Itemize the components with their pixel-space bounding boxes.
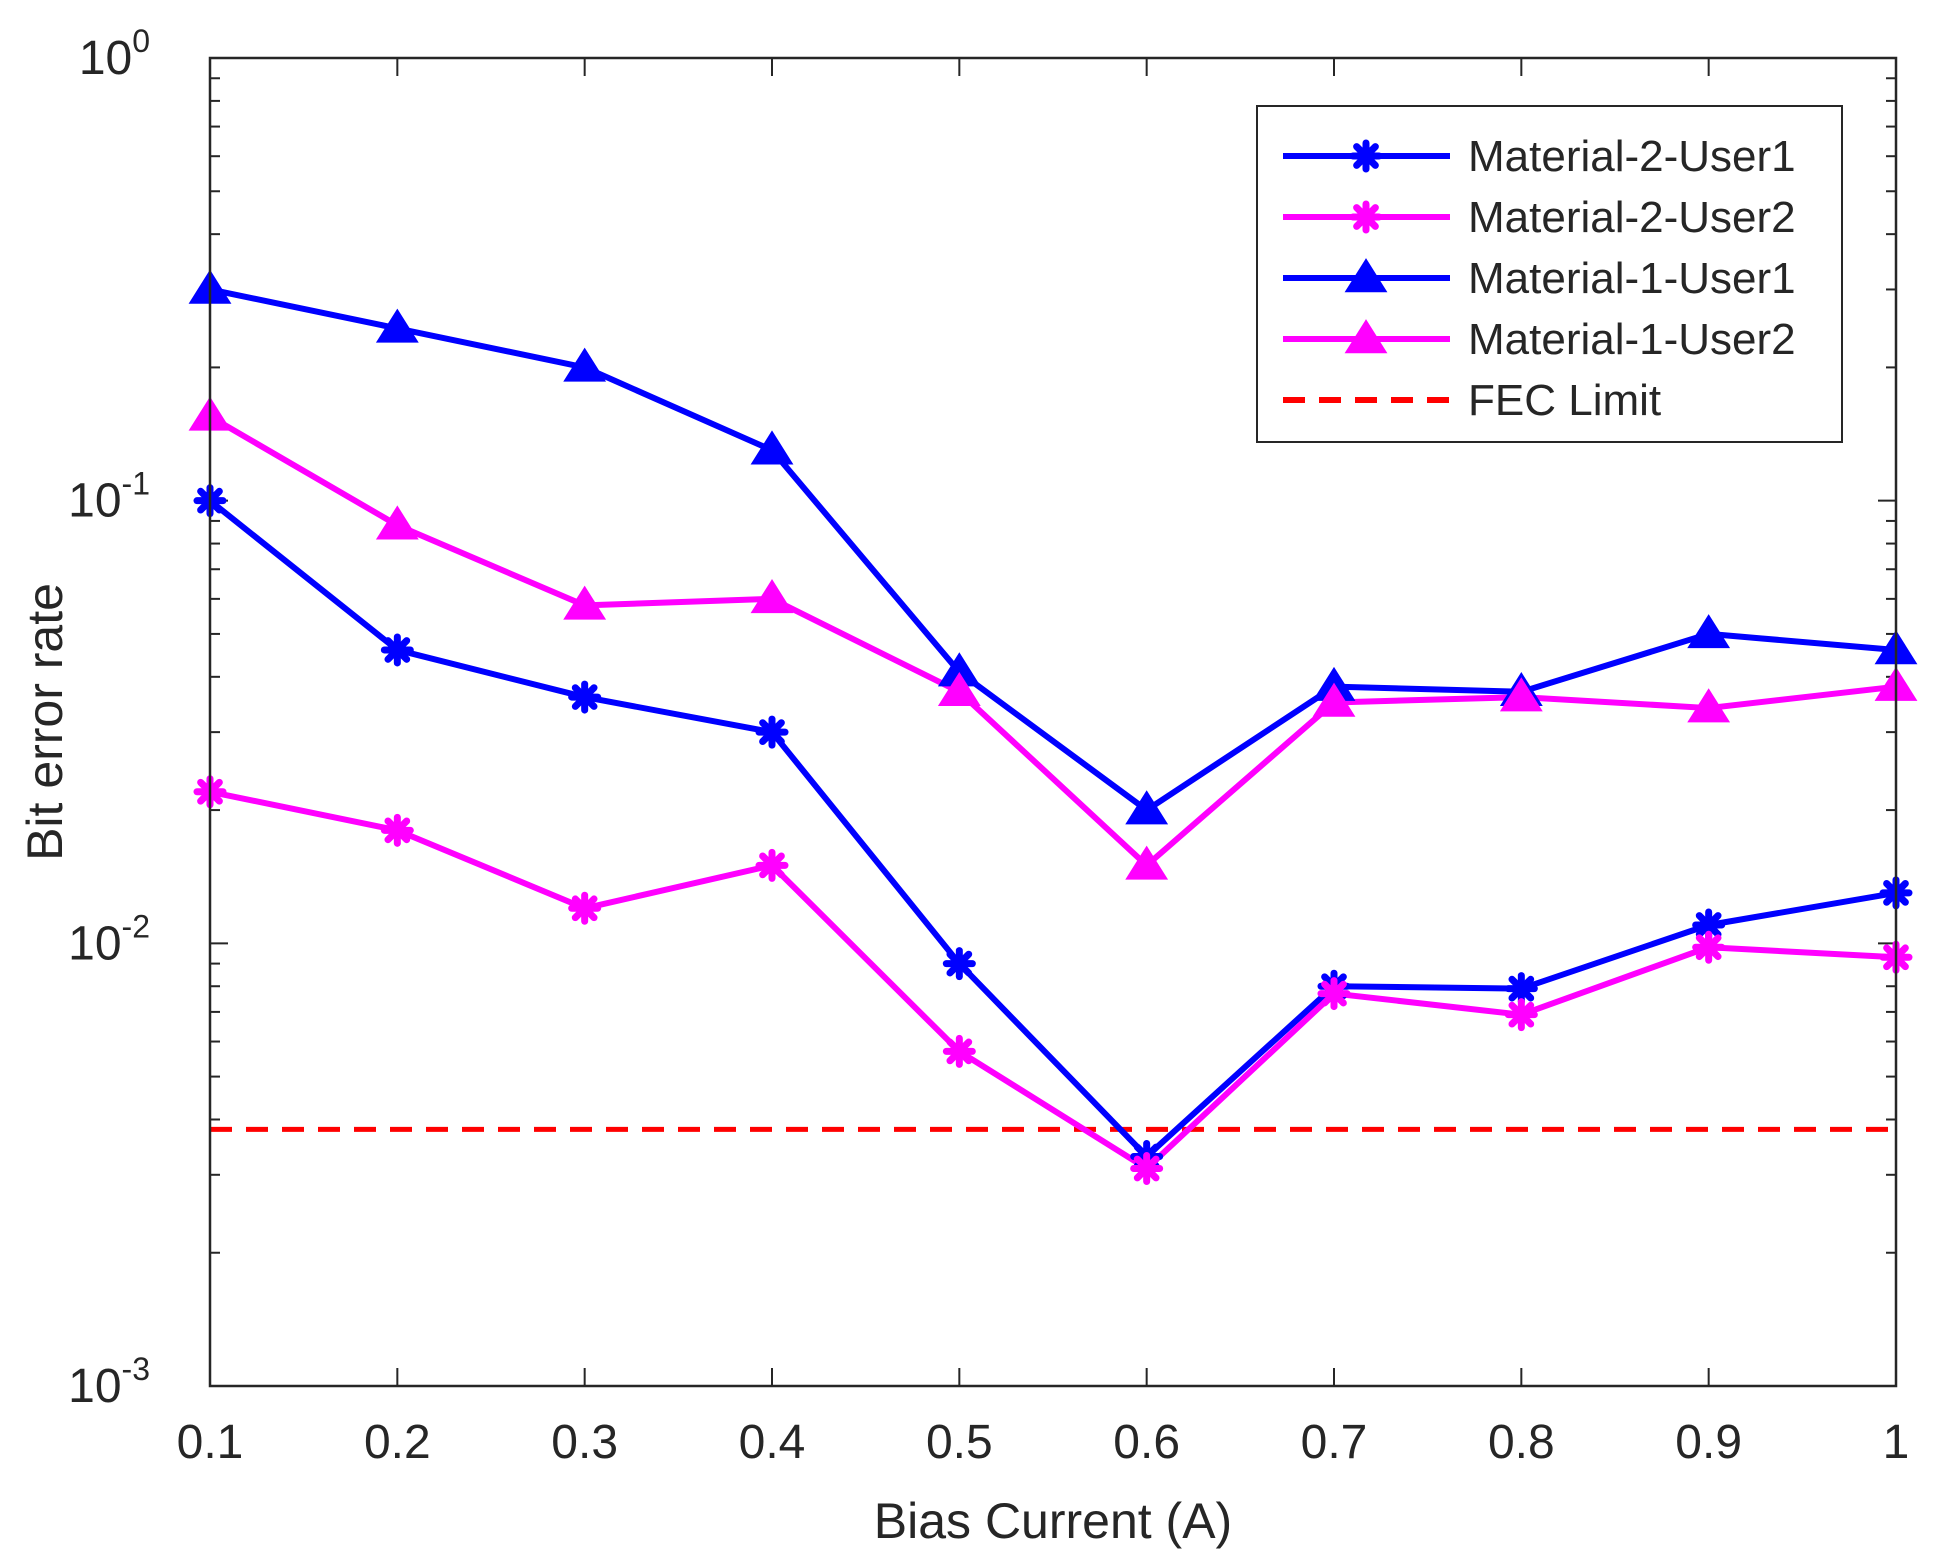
data-point-material-1-user2 (937, 671, 981, 707)
legend-label: Material-1-User2 (1468, 315, 1796, 364)
x-tick-label: 0.1 (177, 1416, 244, 1469)
y-tick-label: 10-2 (68, 908, 150, 970)
data-point-material-1-user2 (1687, 688, 1731, 723)
data-point-material-2-user1 (380, 633, 414, 667)
data-point-material-1-user2 (375, 505, 419, 540)
x-tick-label: 0.8 (1488, 1416, 1555, 1469)
series-line-material-2-user2 (209, 788, 1897, 1172)
x-tick-label: 0.9 (1675, 1416, 1742, 1469)
data-point-material-2-user1 (1692, 908, 1726, 942)
legend-marker (1344, 258, 1388, 293)
x-tick-label: 0.7 (1301, 1416, 1368, 1469)
legend-label: Material-2-User1 (1468, 132, 1796, 181)
data-point-material-1-user2 (750, 579, 794, 614)
legend-label: Material-1-User1 (1468, 254, 1796, 303)
marker-center (1701, 918, 1716, 933)
x-tick-label: 0.2 (364, 1416, 431, 1469)
legend-label: Material-2-User2 (1468, 193, 1796, 242)
data-point-material-2-user2 (1692, 930, 1726, 964)
data-point-material-2-user2 (942, 1034, 976, 1068)
data-point-material-1-user1 (563, 347, 607, 382)
marker-center (765, 858, 779, 873)
y-axis-title: Bit error rate (17, 583, 73, 861)
y-tick-label: 100 (79, 23, 150, 85)
data-point-material-2-user2 (1504, 998, 1538, 1032)
marker-center (1327, 986, 1341, 1001)
series-lines (208, 286, 1897, 1172)
data-point-material-1-user1 (1687, 614, 1731, 649)
data-point-material-2-user1 (755, 715, 789, 749)
x-tick-label: 0.4 (739, 1416, 806, 1469)
marker-center (952, 1044, 967, 1059)
marker-center (765, 725, 779, 740)
data-point-material-1-user1 (750, 430, 794, 465)
marker-center (952, 956, 967, 971)
y-tick-labels: 100 10-1 10-2 10-3 (68, 23, 150, 1413)
data-point-material-1-user2 (1499, 677, 1543, 712)
legend-marker (1349, 139, 1383, 173)
data-point-material-2-user1 (1504, 972, 1538, 1006)
data-point-material-2-user2 (755, 848, 789, 882)
marker-center (1701, 940, 1716, 955)
data-point-material-1-user2 (563, 585, 607, 620)
data-point-material-2-user2 (1130, 1151, 1164, 1185)
marker-center (390, 823, 405, 838)
data-point-material-1-user1 (1125, 790, 1169, 825)
y-tick-label: 10-1 (68, 466, 150, 528)
x-tick-label: 0.3 (551, 1416, 618, 1469)
series-line-material-2-user1 (208, 498, 1897, 1160)
x-axis-title: Bias Current (A) (874, 1493, 1232, 1549)
marker-center (577, 690, 592, 705)
marker-center (1139, 1161, 1154, 1176)
data-point-material-2-user2 (380, 813, 414, 847)
legend-marker (1344, 319, 1388, 354)
marker-center (390, 642, 405, 657)
series-line-material-1-user1 (209, 286, 1897, 814)
data-point-material-2-user1 (568, 680, 602, 714)
marker-center (1514, 981, 1529, 996)
marker-center (1359, 210, 1373, 224)
marker-center (1514, 1007, 1529, 1022)
legend: Material-2-User1 Material-2-User2 Material… (1256, 105, 1843, 443)
legend-marker (1349, 200, 1383, 234)
x-tick-labels: 0.1 0.2 0.3 0.4 0.5 0.6 0.7 0.8 0.9 1 (177, 1416, 1910, 1469)
data-point-material-2-user2 (1317, 977, 1351, 1011)
marker-center (1359, 149, 1373, 163)
legend-box (1256, 105, 1843, 443)
x-tick-label: 0.6 (1113, 1416, 1180, 1469)
marker-center (577, 901, 592, 916)
data-point-material-1-user2 (1312, 682, 1356, 717)
data-point-material-2-user1 (942, 947, 976, 981)
plot-frame (208, 56, 1898, 1388)
x-tick-label: 0.5 (926, 1416, 993, 1469)
x-tick-label: 1 (1883, 1416, 1910, 1469)
data-point-material-2-user2 (568, 891, 602, 925)
data-point-material-1-user1 (375, 308, 419, 343)
legend-label: FEC Limit (1468, 376, 1661, 425)
series-line-material-1-user2 (208, 413, 1897, 869)
data-point-material-1-user2 (1125, 845, 1169, 880)
y-tick-label: 10-3 (68, 1351, 150, 1413)
